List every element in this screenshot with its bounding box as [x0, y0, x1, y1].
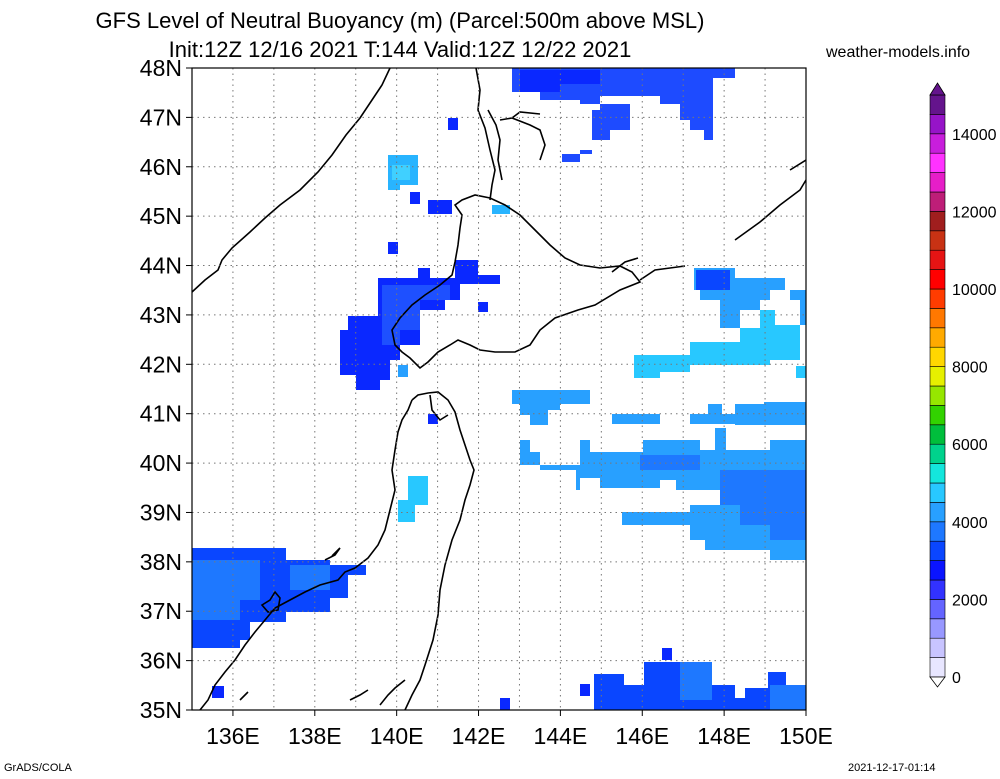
- colorbar-label: 14000: [952, 127, 997, 144]
- colorbar-segment: [929, 327, 946, 348]
- footer-credit: GrADS/COLA: [4, 762, 72, 774]
- colorbar-segment: [929, 94, 946, 115]
- lon-label: 140E: [370, 723, 424, 749]
- lat-label: 41N: [140, 401, 182, 427]
- colorbar-segment: [929, 540, 946, 561]
- colorbar-label: 4000: [952, 515, 988, 532]
- colorbar-top-arrow: [929, 82, 946, 96]
- colorbar-segment: [929, 114, 946, 135]
- colorbar-label: 10000: [952, 282, 997, 299]
- colorbar-bottom-arrow: [929, 676, 946, 688]
- colorbar-segment: [929, 288, 946, 309]
- lat-label: 35N: [140, 697, 182, 723]
- lat-label: 36N: [140, 648, 182, 674]
- colorbar-segment: [929, 366, 946, 387]
- colorbar-segment: [929, 424, 946, 445]
- lat-label: 44N: [140, 253, 182, 279]
- site-label: weather-models.info: [826, 44, 971, 61]
- colorbar-segment: [929, 521, 946, 542]
- colorbar-segment: [929, 657, 946, 678]
- lon-labels: 136E 138E 140E 142E 144E 146E 148E 150E: [206, 723, 833, 749]
- coastline: [192, 68, 806, 710]
- colorbar-segment: [929, 599, 946, 620]
- lat-label: 37N: [140, 598, 182, 624]
- axis-ticks: [186, 67, 807, 716]
- lat-label: 38N: [140, 549, 182, 575]
- colorbar-segment: [929, 502, 946, 523]
- colorbar-segment: [929, 211, 946, 232]
- lat-label: 39N: [140, 499, 182, 525]
- lat-labels: 48N 47N 46N 45N 44N 43N 42N 41N 40N 39N 38N 37N 36N 3…: [140, 55, 182, 723]
- colorbar-segment: [929, 579, 946, 600]
- lat-label: 45N: [140, 203, 182, 229]
- colorbar-segment: [929, 172, 946, 193]
- colorbar-segment: [929, 482, 946, 503]
- colorbar-segment: [929, 152, 946, 173]
- lon-label: 150E: [779, 723, 833, 749]
- colorbar-label: 0: [952, 670, 961, 687]
- grid-lines: [192, 68, 806, 710]
- colorbar-segment: [929, 191, 946, 212]
- colorbar-label: 6000: [952, 437, 988, 454]
- colorbar-segment: [929, 405, 946, 426]
- lat-label: 42N: [140, 351, 182, 377]
- lon-label: 144E: [534, 723, 588, 749]
- lat-label: 40N: [140, 450, 182, 476]
- colorbar-segment: [929, 385, 946, 406]
- footer-timestamp: 2021-12-17-01:14: [848, 762, 936, 774]
- colorbar-segment: [929, 618, 946, 639]
- buoyancy-shading: [192, 68, 806, 710]
- title-line-1: GFS Level of Neutral Buoyancy (m) (Parce…: [95, 8, 705, 33]
- lon-label: 142E: [452, 723, 506, 749]
- colorbar-segment: [929, 560, 946, 581]
- lat-label: 47N: [140, 104, 182, 130]
- colorbar-segment: [929, 249, 946, 270]
- lat-label: 46N: [140, 154, 182, 180]
- colorbar-segment: [929, 308, 946, 329]
- lat-label: 43N: [140, 302, 182, 328]
- lon-label: 146E: [615, 723, 669, 749]
- colorbar-segment: [929, 443, 946, 464]
- colorbar-segment: [929, 133, 946, 154]
- colorbar: [929, 82, 946, 688]
- colorbar-segment: [929, 230, 946, 251]
- colorbar-label: 2000: [952, 592, 988, 609]
- map-frame: [191, 67, 807, 711]
- colorbar-label: 8000: [952, 360, 988, 377]
- colorbar-segment: [929, 346, 946, 367]
- lon-label: 148E: [697, 723, 751, 749]
- lat-label: 48N: [140, 55, 182, 81]
- colorbar-segment: [929, 269, 946, 290]
- colorbar-labels: 0 2000 4000 6000 8000 10000 12000 14000: [952, 127, 997, 687]
- title-line-2: Init:12Z 12/16 2021 T:144 Valid:12Z 12/2…: [168, 37, 632, 62]
- colorbar-segment: [929, 637, 946, 658]
- colorbar-segment: [929, 463, 946, 484]
- colorbar-label: 12000: [952, 204, 997, 221]
- lon-label: 138E: [288, 723, 342, 749]
- lon-label: 136E: [206, 723, 260, 749]
